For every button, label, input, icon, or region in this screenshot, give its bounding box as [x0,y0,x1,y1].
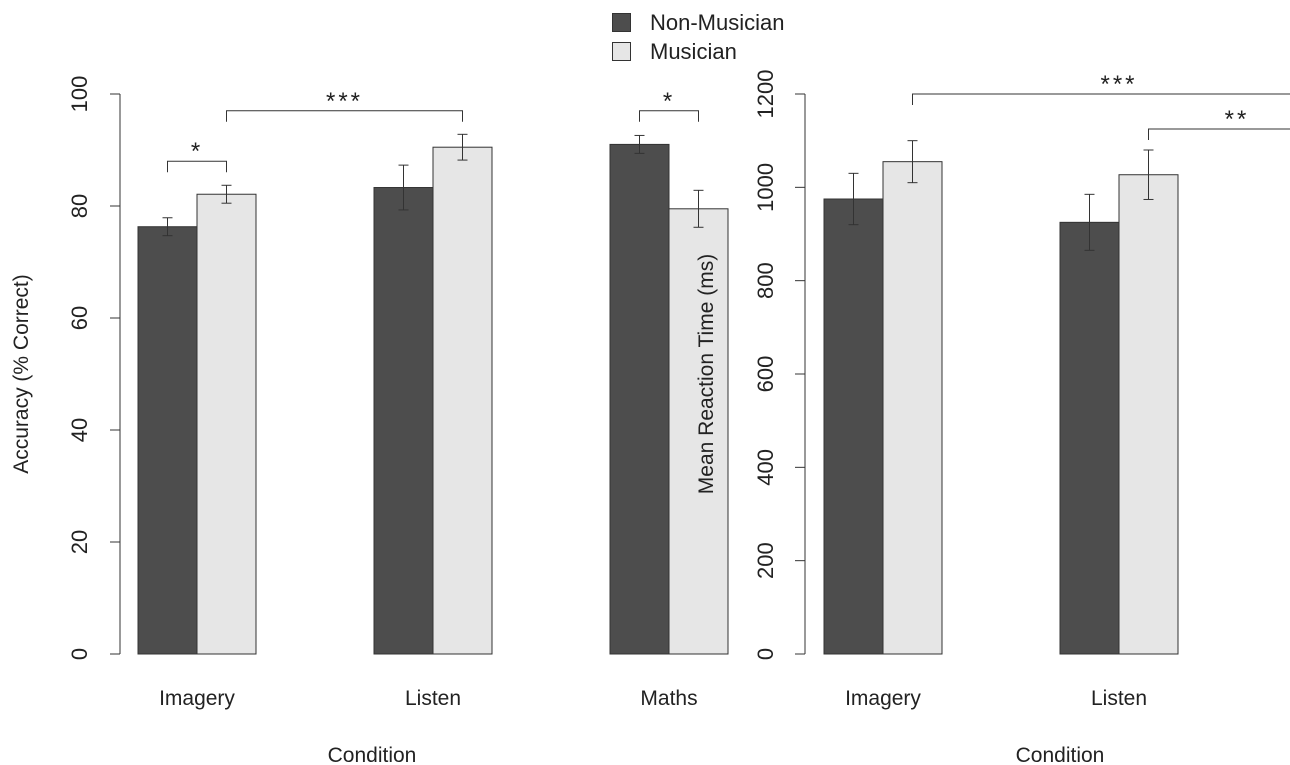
y-tick-label: 400 [753,449,778,486]
bar [432,146,493,655]
bar [823,198,884,655]
y-tick-label: 20 [67,530,92,554]
x-tick-label: Imagery [845,687,921,710]
x-tick-label: Listen [405,687,461,710]
significance-bracket [912,93,1290,105]
y-tick-label: 0 [67,648,92,660]
y-tick-label: 60 [67,306,92,330]
legend-item-non-musician: Non-Musician [612,8,785,37]
x-tick-label: Listen [1091,687,1147,710]
y-tick-label: 800 [753,262,778,299]
legend: Non-Musician Musician [612,8,785,66]
y-tick-label: 80 [67,194,92,218]
bar [882,161,943,655]
bar [1118,174,1179,655]
significance-bracket [226,110,463,122]
significance-bracket [639,110,699,122]
bar [196,193,257,655]
y-tick-label: 600 [753,356,778,393]
y-tick-label: 200 [753,542,778,579]
bar [609,143,670,655]
significance-bracket [167,160,227,173]
y-tick-label: 0 [753,648,778,660]
x-tick-label: Imagery [159,687,235,710]
y-tick-label: 40 [67,418,92,442]
significance-label: * [663,88,675,115]
x-axis-title: Condition [1016,744,1105,765]
y-axis-title: Mean Reaction Time (ms) [695,254,718,494]
legend-swatch-non-musician [612,13,631,32]
y-axis-title: Accuracy (% Correct) [10,274,33,474]
bar [137,226,198,655]
x-tick-label: Maths [640,687,697,710]
significance-label: ** [1225,106,1250,133]
y-tick-label: 1000 [753,163,778,212]
significance-label: *** [326,88,363,115]
y-tick-label: 100 [67,76,92,113]
significance-label: *** [1100,71,1137,98]
legend-label: Non-Musician [650,9,785,35]
bar [373,187,434,655]
x-axis-title: Condition [328,744,417,765]
significance-label: * [191,138,203,165]
y-tick-label: 1200 [753,70,778,119]
legend-label: Musician [650,38,737,64]
bar [1059,221,1120,655]
legend-item-musician: Musician [612,37,785,66]
legend-swatch-musician [612,42,631,61]
significance-bracket [1148,128,1290,140]
